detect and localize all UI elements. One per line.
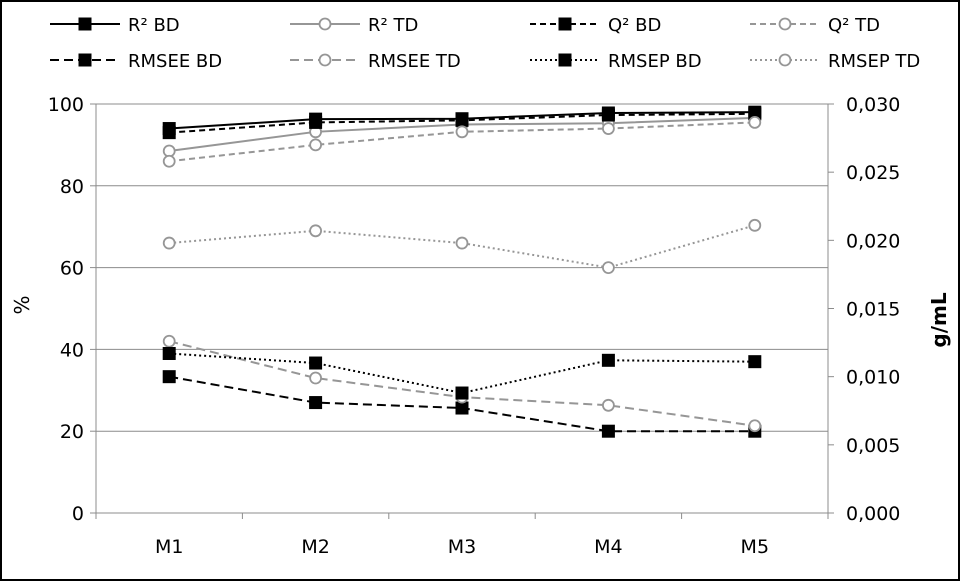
legend-label: Q² TD [828, 15, 880, 36]
legend-marker [318, 53, 332, 67]
left-tick-label: 0 [72, 503, 84, 525]
data-point [601, 108, 615, 122]
data-point [162, 236, 176, 250]
x-tick-label: M1 [155, 536, 183, 558]
data-point [748, 116, 762, 129]
data-point [162, 370, 176, 384]
legend-label: RMSEP TD [828, 51, 920, 72]
x-tick-label: M2 [301, 536, 329, 558]
legend-marker [558, 17, 572, 31]
data-point [748, 419, 762, 433]
series-rmsee-bd [162, 370, 762, 438]
data-point [309, 356, 323, 370]
right-tick-label: 0,025 [846, 162, 900, 184]
right-axis-title: g/mL [927, 292, 951, 347]
data-point [162, 346, 176, 360]
data-point [455, 386, 469, 400]
data-point [748, 218, 762, 232]
legend-marker [318, 17, 332, 31]
right-tick-label: 0,005 [846, 435, 900, 457]
legend-item-rmsep-td: RMSEP TD [750, 51, 920, 72]
data-point [309, 138, 323, 152]
legend-label: R² BD [128, 15, 180, 36]
data-point [601, 353, 615, 367]
left-tick-label: 40 [60, 339, 84, 361]
x-tick-label: M4 [594, 536, 622, 558]
legend-item-q2-bd: Q² BD [530, 15, 661, 36]
series-rmsep-bd [162, 346, 762, 400]
right-tick-label: 0,020 [846, 230, 900, 252]
right-tick-label: 0,010 [846, 367, 900, 389]
legend-marker [78, 53, 92, 67]
legend-label: R² TD [368, 15, 418, 36]
series-q2-td [162, 116, 762, 168]
legend-label: RMSEE BD [128, 51, 222, 72]
legend-label: RMSEE TD [368, 51, 461, 72]
legend-item-q2-td: Q² TD [750, 15, 880, 36]
data-point [309, 115, 323, 129]
data-point [455, 236, 469, 250]
left-axis-title: % [10, 295, 34, 314]
legend-item-rmsep-bd: RMSEP BD [530, 51, 702, 72]
data-point [601, 424, 615, 438]
legend-marker [558, 53, 572, 67]
data-point [162, 126, 176, 140]
tick-labels: 0 20 40 60 80 100 0,000 0,005 0,010 0,015 0,020 0,0… [48, 94, 901, 558]
x-tick-label: M3 [448, 536, 476, 558]
series-rmsep-td [162, 218, 762, 275]
data-point [455, 401, 469, 415]
legend-marker [778, 53, 792, 67]
left-tick-label: 80 [60, 176, 84, 198]
legend: R² BD R² TD Q² BD Q² TD RMSEE BD RMSEE TD RMSE… [50, 15, 920, 72]
left-tick-label: 60 [60, 258, 84, 280]
series-lines [162, 105, 762, 438]
legend-item-rmsee-td: RMSEE TD [290, 51, 461, 72]
left-tick-label: 100 [48, 94, 84, 116]
right-tick-label: 0,000 [846, 503, 900, 525]
legend-label: Q² BD [608, 15, 661, 36]
data-point [309, 371, 323, 385]
data-point [309, 224, 323, 238]
left-tick-label: 20 [60, 421, 84, 443]
legend-item-r2-td: R² TD [290, 15, 418, 36]
legend-label: RMSEP BD [608, 51, 702, 72]
right-tick-label: 0,030 [846, 94, 900, 116]
legend-item-rmsee-bd: RMSEE BD [50, 51, 222, 72]
right-tick-label: 0,015 [846, 299, 900, 321]
data-point [602, 122, 615, 135]
legend-item-r2-bd: R² BD [50, 15, 180, 36]
data-point [455, 125, 469, 139]
data-point [748, 355, 762, 369]
x-tick-label: M5 [741, 536, 769, 558]
data-point [602, 398, 615, 412]
data-point [162, 154, 176, 168]
data-point [602, 261, 615, 275]
legend-marker [778, 17, 792, 31]
data-point [309, 396, 323, 410]
data-point [455, 113, 469, 127]
legend-marker [78, 17, 92, 31]
data-point [162, 334, 176, 348]
